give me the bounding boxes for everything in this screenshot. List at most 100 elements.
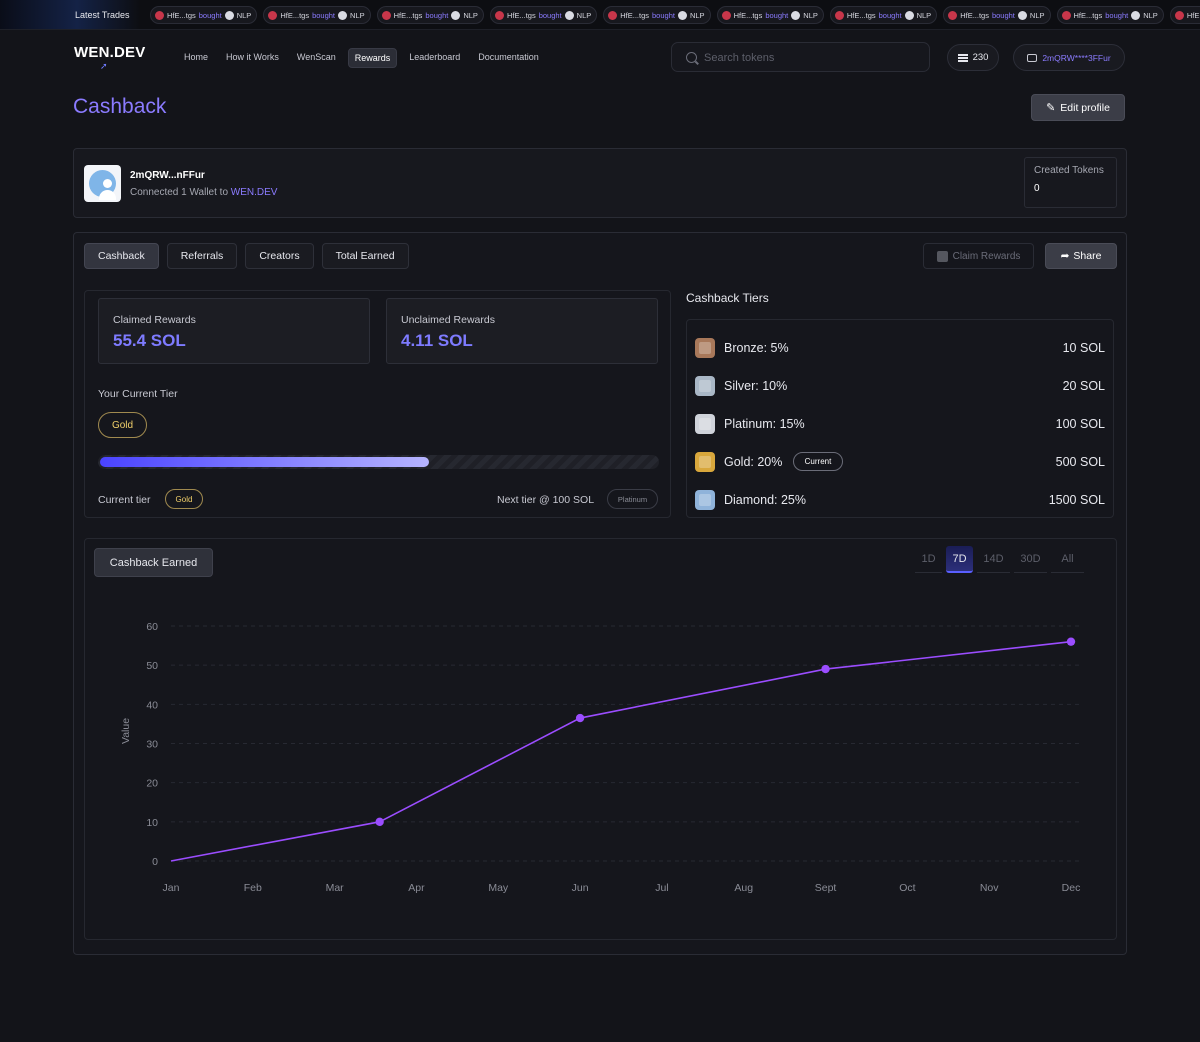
tab-cashback[interactable]: Cashback [84, 243, 159, 269]
wallet-button[interactable]: 2mQRW****3FFur [1013, 44, 1125, 71]
claim-rewards-button[interactable]: Claim Rewards [923, 243, 1034, 269]
nav-item-how-it-works[interactable]: How it Works [226, 52, 279, 62]
trade-wallet: HfE...tgs [620, 10, 650, 20]
coin-icon [904, 10, 914, 20]
range-30d[interactable]: 30D [1014, 546, 1047, 573]
claimed-rewards-card: Claimed Rewards 55.4 SOL [98, 298, 370, 364]
token-icon [948, 10, 958, 20]
cashback-earned-button[interactable]: Cashback Earned [94, 548, 213, 577]
trade-action: bought [765, 10, 789, 20]
next-tier-pill: Platinum [607, 489, 658, 509]
tab-creators[interactable]: Creators [245, 243, 314, 269]
range-all[interactable]: All [1051, 546, 1084, 573]
trade-action: bought [538, 10, 562, 20]
share-button[interactable]: ➦ Share [1045, 243, 1117, 269]
range-1d[interactable]: 1D [915, 546, 942, 573]
balance-value: 230 [972, 52, 989, 63]
tier-amount: 10 SOL [1062, 341, 1105, 355]
range-7d[interactable]: 7D [946, 546, 973, 573]
trade-token: NLP [463, 10, 478, 20]
trade-action: bought [1105, 10, 1129, 20]
token-icon [1174, 10, 1184, 20]
coin-icon [451, 10, 461, 20]
share-icon: ➦ [1060, 250, 1070, 262]
tier-row: Platinum: 15% 100 SOL [695, 412, 1105, 436]
trade-token: NLP [803, 10, 818, 20]
created-tokens-box: Created Tokens 0 [1024, 157, 1117, 208]
y-tick-label: 60 [146, 621, 158, 633]
coin-icon [791, 10, 801, 20]
search-box[interactable] [671, 42, 930, 72]
edit-profile-button[interactable]: ✎ Edit profile [1031, 94, 1125, 121]
series-line [170, 640, 1072, 862]
edit-profile-label: Edit profile [1060, 101, 1110, 114]
search-input[interactable] [704, 50, 904, 65]
nav-item-home[interactable]: Home [184, 52, 209, 62]
trade-action: bought [312, 10, 336, 20]
nav-item-rewards[interactable]: Rewards [347, 48, 398, 68]
trade-action: bought [198, 10, 222, 20]
profile-subtitle-link[interactable]: WEN.DEV [230, 187, 278, 198]
logo[interactable]: WEN.DEV [74, 44, 146, 61]
x-tick-label: Jan [163, 882, 180, 894]
tier-badge-icon [695, 490, 715, 510]
trade-action: bought [425, 10, 449, 20]
nav-item-documentation[interactable]: Documentation [478, 52, 539, 62]
trade-wallet: HfE...tgs [280, 10, 310, 20]
data-point [375, 817, 384, 827]
balance-button[interactable]: 230 [947, 44, 999, 71]
trade-wallet: HfE...tgs [167, 10, 196, 20]
top-nav: WEN.DEV ➚ Home How it Works WenScan Rewards… [74, 41, 1126, 73]
y-tick-label: 30 [146, 739, 158, 751]
trade-token: NLP [1143, 10, 1158, 20]
tier-name: Silver: 10% [724, 379, 788, 393]
x-tick-label: Mar [326, 882, 345, 894]
y-tick-label: 40 [146, 699, 158, 711]
coin-icon [1017, 10, 1027, 20]
y-tick-label: 0 [152, 856, 158, 868]
y-axis-label: Value [120, 718, 132, 744]
unclaimed-rewards-label: Unclaimed Rewards [401, 314, 495, 326]
tab-total-earned[interactable]: Total Earned [321, 243, 409, 269]
trade-wallet: HfE...tgs [960, 10, 989, 20]
trade-token: NLP [236, 10, 252, 20]
nav-item-leaderboard[interactable]: Leaderboard [409, 52, 461, 62]
range-14d[interactable]: 14D [977, 546, 1010, 573]
trade-wallet: HfE...tgs [1073, 10, 1103, 20]
tier-name: Diamond: 25% [724, 493, 806, 507]
x-tick-label: Apr [408, 882, 425, 894]
ticker-items: HfE...tgs bought NLP HfE...tgs bought NLP HfE.… [150, 6, 1200, 24]
x-tick-label: Jun [572, 882, 589, 894]
cashback-tiers-list: Bronze: 5% 10 SOL Silver: 10% 20 SOL Platinu… [686, 319, 1114, 518]
tier-name: Gold: 20% [724, 455, 783, 469]
coin-icon [1131, 10, 1141, 20]
token-icon [155, 10, 164, 20]
tier-progress-bar [98, 455, 659, 469]
profile-name: 2mQRW...nFFur [130, 170, 205, 181]
time-range-selector: 1D 7D 14D 30D All [915, 546, 1084, 573]
current-tier-heading: Your Current Tier [98, 388, 178, 400]
wallet-icon [1027, 53, 1038, 62]
nav-item-wenscan[interactable]: WenScan [296, 52, 336, 62]
coin-icon [224, 10, 234, 20]
rewards-panel: Cashback Referrals Creators Total Earned… [73, 232, 1127, 955]
trade-token: NLP [576, 10, 592, 20]
y-tick-label: 10 [146, 817, 158, 829]
trade-wallet: HfE...tgs [733, 10, 763, 20]
claim-rewards-label: Claim Rewards [952, 250, 1021, 262]
created-tokens-value: 0 [1034, 183, 1040, 194]
tab-referrals[interactable]: Referrals [166, 243, 238, 269]
user-icon [89, 170, 116, 200]
claimed-rewards-label: Claimed Rewards [113, 314, 196, 326]
tier-row: Bronze: 5% 10 SOL [695, 336, 1105, 360]
